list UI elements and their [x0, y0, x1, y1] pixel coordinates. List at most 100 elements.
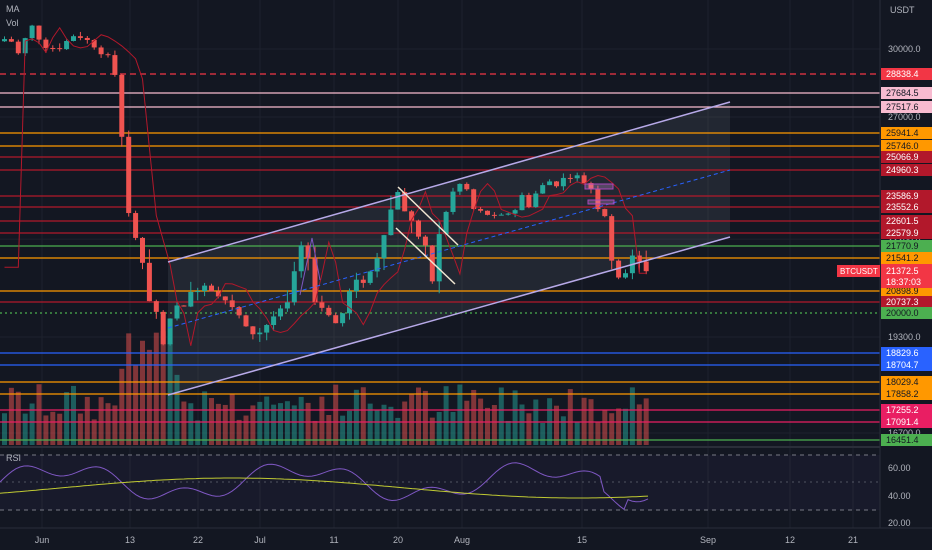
- volume-bar: [526, 413, 532, 445]
- level-label-bg-3: [881, 127, 932, 139]
- level-label-6: 24960.3: [886, 165, 919, 175]
- level-label-14: 20737.3: [886, 297, 919, 307]
- highlight-box-2[interactable]: [587, 199, 615, 205]
- candle-body: [395, 192, 401, 210]
- volume-bar: [195, 420, 201, 445]
- candle-body: [126, 136, 132, 214]
- ma-legend[interactable]: MA: [6, 4, 20, 14]
- volume-bar: [381, 404, 387, 445]
- volume-bar: [264, 396, 270, 445]
- candle-body: [243, 315, 249, 327]
- candle-body: [540, 185, 546, 194]
- candle-body: [491, 214, 497, 216]
- candle-body: [119, 74, 125, 137]
- volume-bar: [36, 384, 42, 445]
- volume-bar: [609, 413, 615, 445]
- highlight-box[interactable]: [584, 183, 614, 190]
- level-label-bg-8: [881, 201, 932, 213]
- volume-bar: [471, 389, 477, 445]
- time-tick-10: 21: [848, 535, 858, 545]
- candle-countdown: 18:37:03: [886, 277, 921, 287]
- candle-body: [595, 188, 601, 210]
- level-label-11: 21770.9: [886, 241, 919, 251]
- candle-body: [609, 216, 615, 261]
- volume-bar: [236, 419, 242, 445]
- level-label-22: 16451.4: [886, 435, 919, 445]
- volume-bar: [133, 365, 139, 445]
- rsi-legend[interactable]: RSI: [6, 453, 21, 463]
- level-label-bg-6: [881, 164, 932, 176]
- candle-body: [326, 307, 332, 316]
- volume-bar: [636, 404, 642, 445]
- candle-body: [291, 271, 297, 303]
- level-label-3: 25941.4: [886, 128, 919, 138]
- volume-bar: [153, 332, 159, 445]
- candle-body: [602, 209, 608, 217]
- candle-body: [229, 300, 235, 308]
- volume-bar: [181, 401, 187, 445]
- volume-bar: [443, 386, 449, 445]
- price-tick-labels: 30000.0 27000.0 22200.0 19300.0 16700.0: [888, 44, 921, 438]
- time-tick-5: 20: [393, 535, 403, 545]
- vol-legend[interactable]: Vol: [6, 18, 19, 28]
- volume-bar: [278, 403, 283, 445]
- level-label-12: 21541.2: [886, 253, 919, 263]
- candle-body: [388, 209, 394, 236]
- candle-body: [8, 39, 14, 42]
- volume-bar: [360, 387, 366, 445]
- volume-bar: [22, 413, 28, 445]
- candle-body: [98, 47, 104, 55]
- candle-body: [478, 208, 484, 211]
- candle-body: [257, 332, 263, 335]
- volume-bar: [43, 415, 49, 445]
- volume-bar: [623, 408, 628, 445]
- time-axis[interactable]: [0, 528, 932, 550]
- level-label-bg-10: [881, 227, 932, 239]
- level-label-16: 18829.6: [886, 348, 919, 358]
- volume-bar: [146, 349, 152, 445]
- volume-bar: [319, 396, 325, 445]
- candle-body: [505, 213, 511, 215]
- volume-bar: [50, 411, 56, 445]
- volume-bar: [243, 415, 249, 445]
- channel-upper-line[interactable]: [167, 101, 731, 263]
- level-label-19: 17858.2: [886, 389, 919, 399]
- level-label-bg-15: [881, 307, 932, 319]
- flag-upper-line[interactable]: [397, 186, 459, 246]
- level-label-1: 27684.5: [886, 88, 919, 98]
- candle-body: [409, 211, 415, 221]
- candle-body: [64, 40, 70, 50]
- volume-bar: [2, 413, 7, 445]
- volume-bar: [250, 405, 256, 445]
- channel-lower-line[interactable]: [167, 236, 731, 396]
- rsi-tick-0: 60.00: [888, 463, 911, 473]
- candle-body: [519, 195, 525, 211]
- candle-body: [298, 245, 304, 272]
- volume-bar: [540, 422, 546, 445]
- price-tick-1: 27000.0: [888, 112, 921, 122]
- ticker-tag[interactable]: [837, 265, 880, 277]
- candle-body: [153, 301, 159, 312]
- candle-body: [347, 291, 352, 314]
- volume-bar: [574, 422, 580, 445]
- candle-body: [167, 318, 173, 345]
- candle-body: [485, 210, 490, 215]
- level-label-bg-22: [881, 434, 932, 446]
- candle-body: [547, 181, 553, 186]
- candle-body: [443, 211, 449, 235]
- volume-bar: [485, 407, 490, 445]
- volume-bar: [140, 340, 145, 445]
- rsi-tick-labels: 60.00 40.00 20.00: [888, 463, 911, 528]
- candle-body: [2, 39, 7, 42]
- flag-lower-line[interactable]: [395, 227, 456, 285]
- candle-body: [215, 291, 221, 297]
- volume-bar: [353, 389, 359, 445]
- level-label-9: 22601.5: [886, 216, 919, 226]
- candle-body: [209, 285, 214, 292]
- rsi-tick-2: 20.00: [888, 518, 911, 528]
- candle-body: [422, 236, 428, 246]
- volume-bar: [388, 406, 394, 445]
- volume-bar: [450, 411, 456, 445]
- candle-body: [567, 177, 573, 179]
